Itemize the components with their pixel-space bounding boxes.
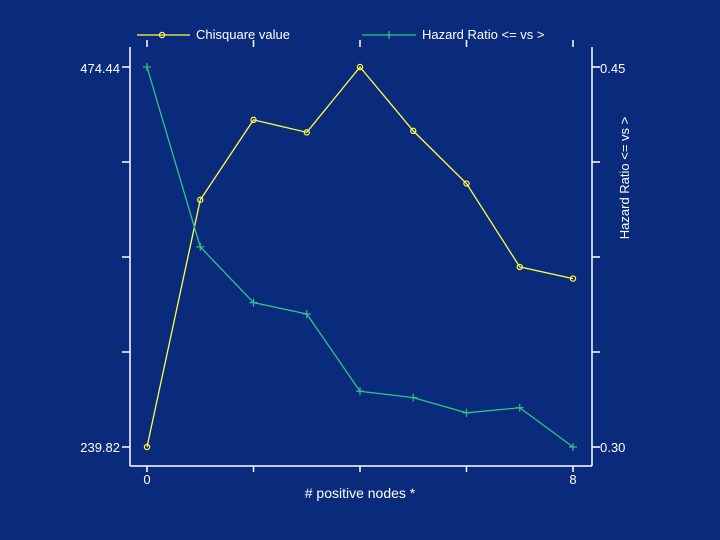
- series-line-chisquare: [146, 65, 574, 448]
- point-chisquare-0: [143, 443, 151, 451]
- x-tick-label-first: 0: [143, 472, 150, 487]
- point-chisquare-4: [356, 63, 364, 71]
- point-chisquare-5: [410, 127, 417, 135]
- right-axis-label: Hazard Ratio <= vs >: [617, 117, 632, 239]
- point-hazard-ratio-6: [462, 408, 471, 417]
- right-tick-label-top: 0.45: [600, 61, 625, 76]
- point-hazard-ratio-1: [196, 242, 205, 251]
- legend-marker-chisquare: [158, 31, 166, 39]
- legend: Chisquare value Hazard Ratio <= vs >: [137, 27, 544, 42]
- point-hazard-ratio-4: [356, 387, 364, 396]
- x-tick-label-last: 8: [569, 472, 576, 487]
- point-chisquare-3: [303, 129, 310, 136]
- legend-label-hazard-ratio: Hazard Ratio <= vs >: [422, 27, 544, 42]
- legend-marker-hazard-ratio: [385, 31, 393, 39]
- point-hazard-ratio-2: [249, 298, 258, 307]
- point-chisquare-8: [569, 275, 577, 282]
- point-hazard-ratio-7: [515, 403, 524, 412]
- plot-frame: [129, 47, 593, 467]
- point-hazard-ratio-0: [143, 63, 151, 71]
- point-chisquare-6: [463, 180, 470, 187]
- left-tick-label-bottom: 239.82: [80, 440, 120, 455]
- point-chisquare-2: [250, 116, 257, 124]
- x-axis-label: # positive nodes *: [305, 485, 416, 501]
- point-hazard-ratio-8: [569, 443, 577, 451]
- point-hazard-ratio-3: [302, 310, 311, 318]
- point-chisquare-1: [197, 196, 204, 204]
- left-tick-label-top: 474.44: [80, 61, 120, 76]
- legend-label-chisquare: Chisquare value: [196, 27, 290, 42]
- series-layer: [143, 63, 577, 451]
- point-chisquare-7: [516, 263, 523, 271]
- point-hazard-ratio-5: [409, 393, 418, 402]
- axis-ticks: [122, 40, 600, 472]
- right-tick-label-bottom: 0.30: [600, 440, 625, 455]
